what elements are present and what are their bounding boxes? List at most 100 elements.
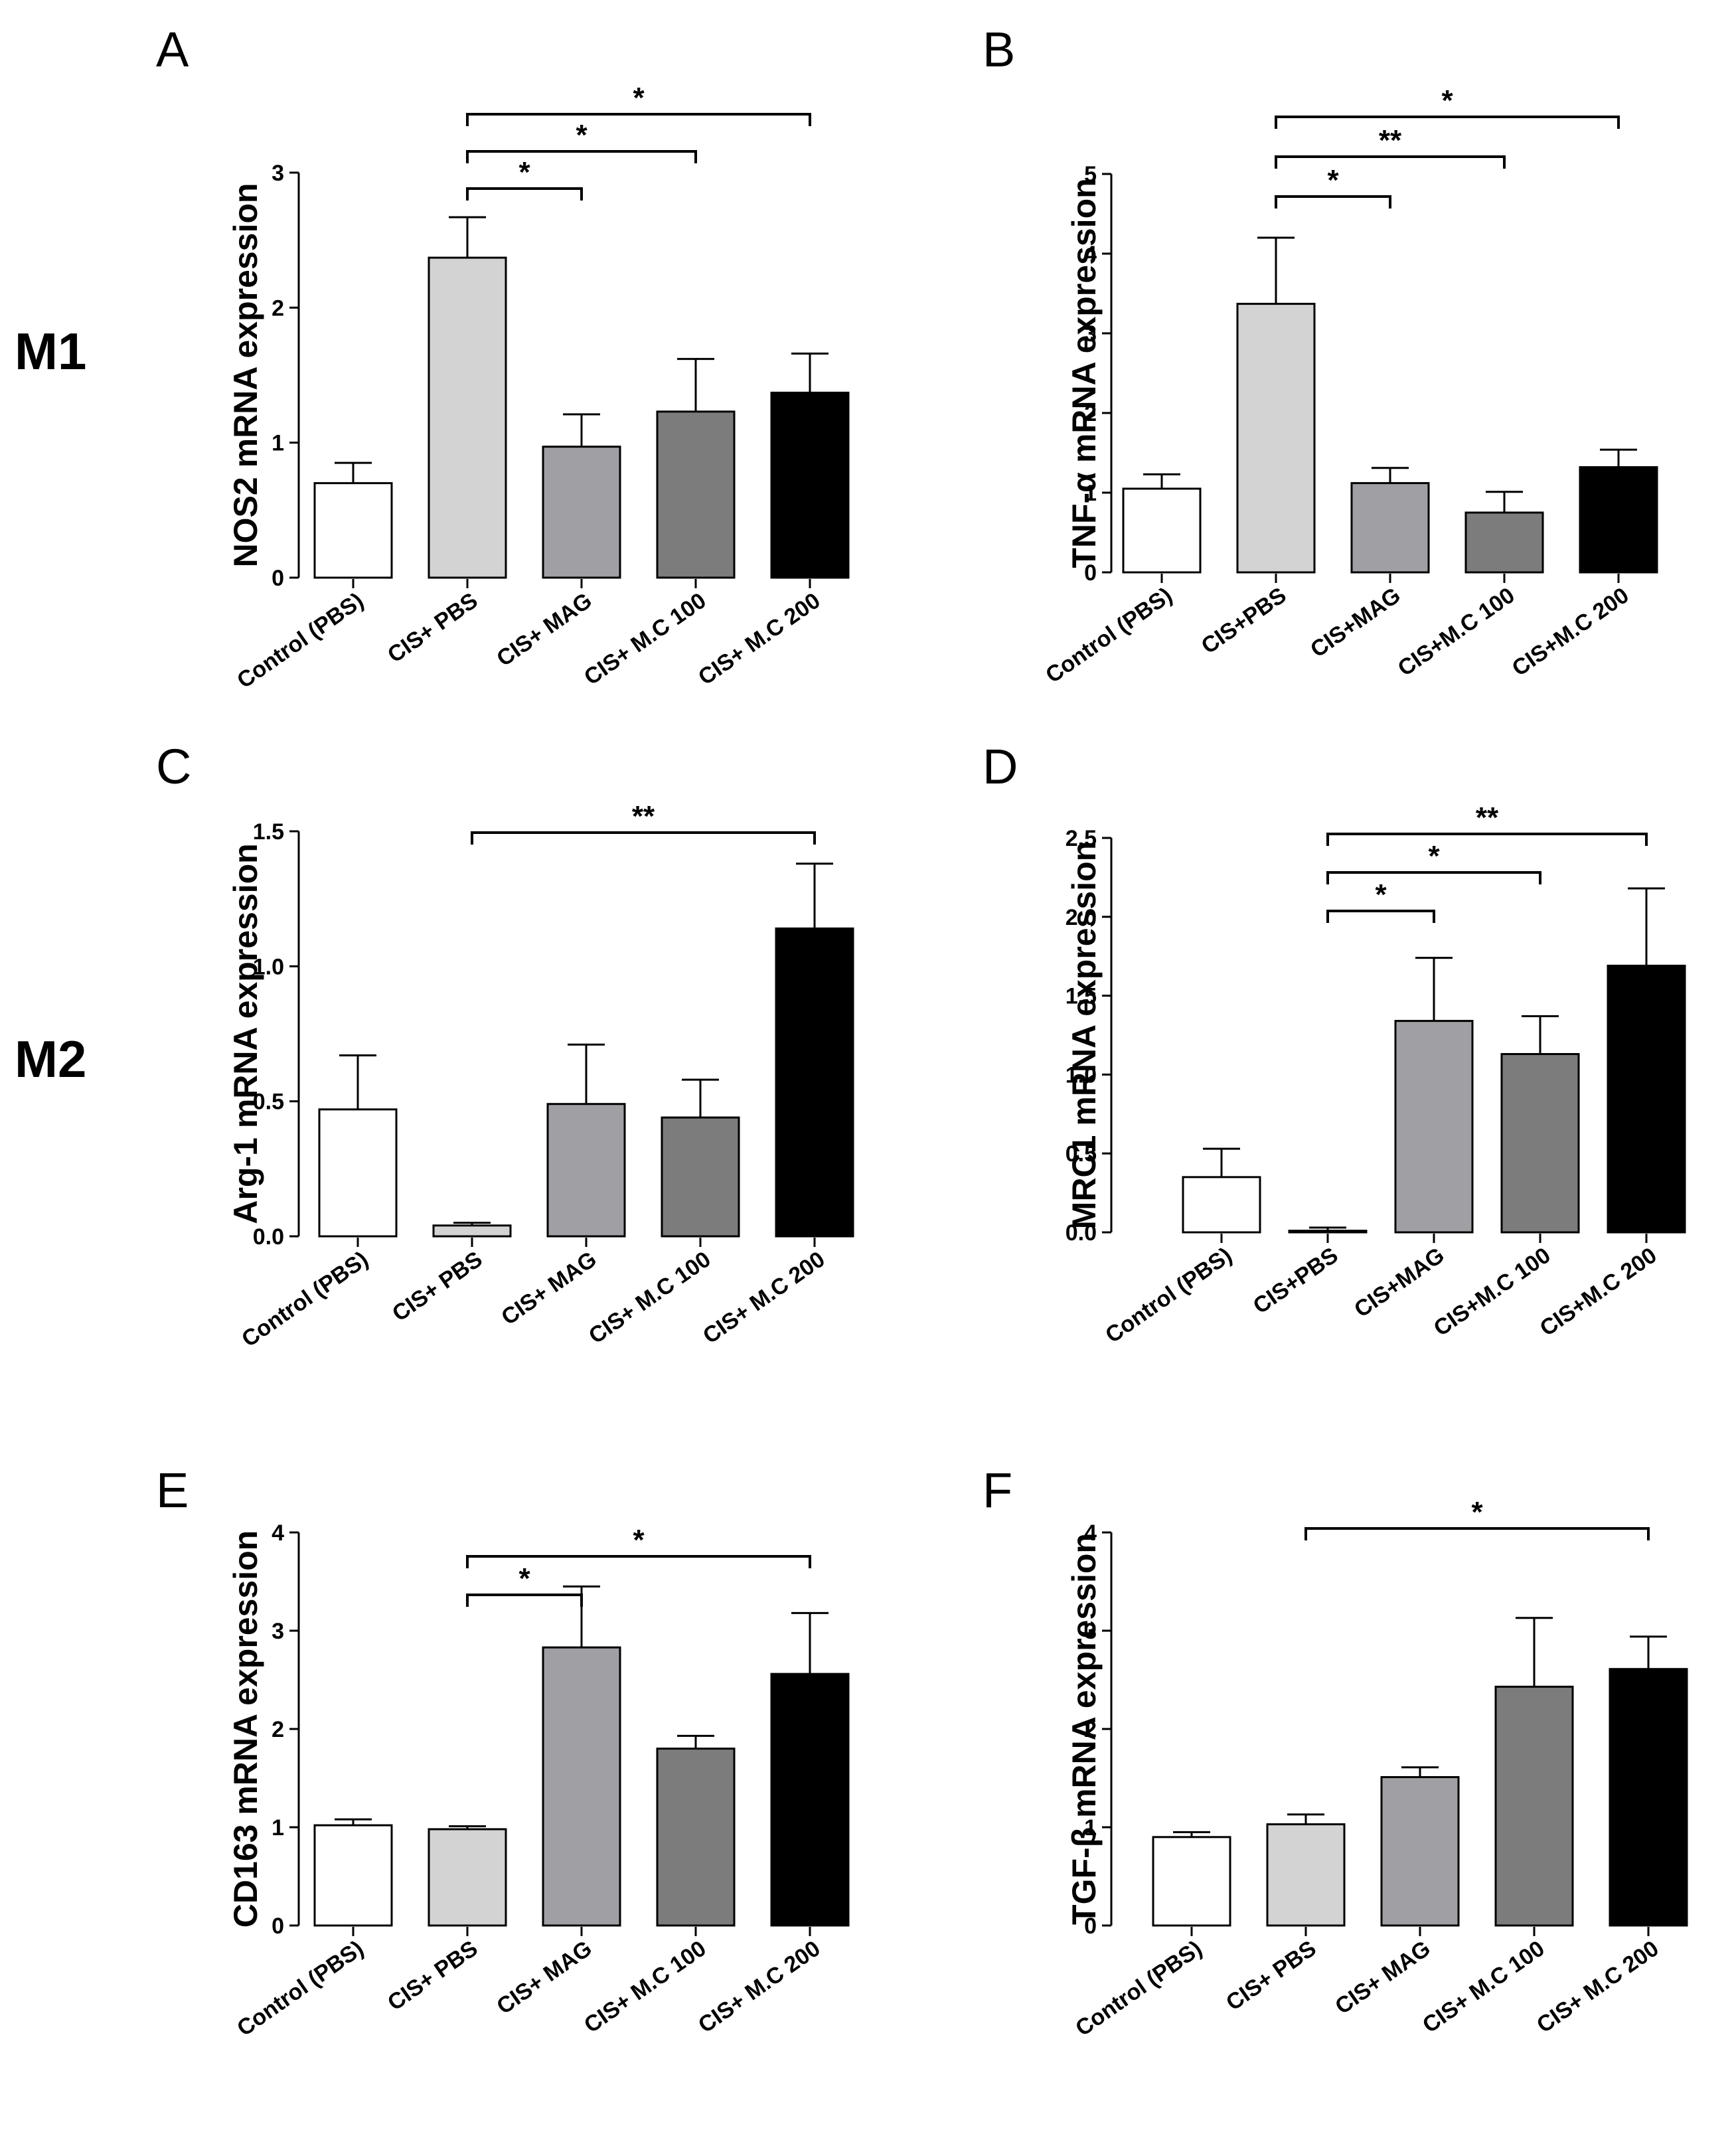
panel-letter-b: B [983,22,1015,77]
panel-letter-f: F [983,1463,1012,1518]
bar-b-4 [1579,466,1658,574]
bar-a-3 [656,410,736,579]
category-label-f-0: Control (PBS) [1071,1935,1206,2041]
chart-panel-e: E CD163 mRNA expression 0 1 2 3 4 Control (PBS)… [156,1463,850,2041]
y-tick-label-a-3: 3 [272,161,284,186]
y-tick-label-a-1: 1 [272,431,284,456]
y-axis-label-a: NOS2 mRNA expression [227,183,264,568]
category-label-a-2: CIS+ MAG [492,588,596,671]
y-tick-label-b-2: 2 [1084,401,1097,426]
significance-bracket-b-1 [1275,155,1506,169]
significance-bracket-b-2 [1275,116,1620,129]
significance-label-f-0: * [1471,1496,1483,1528]
category-label-d-1: CIS+PBS [1249,1242,1343,1319]
category-label-c-2: CIS+ MAG [497,1246,601,1330]
significance-bracket-f-0 [1304,1527,1650,1540]
y-tick-label-f-3: 3 [1084,1619,1097,1644]
chart-panel-a: A NOS2 mRNA expression 0 1 2 3 Control (PBS) CI… [156,22,850,693]
significance-bracket-a-2 [466,113,811,126]
significance-bracket-d-0 [1326,910,1435,923]
category-label-a-0: Control (PBS) [232,588,368,693]
bar-a-1 [428,256,507,579]
y-tick-label-c-2: 1.0 [253,954,284,979]
significance-label-a-2: * [633,82,645,114]
category-label-b-0: Control (PBS) [1041,582,1176,688]
bar-a-2 [542,446,621,579]
significance-label-a-0: * [518,156,530,189]
category-label-b-4: CIS+M.C 200 [1508,582,1634,681]
bar-d-1 [1288,1230,1368,1234]
y-tick-label-e-3: 3 [272,1619,284,1644]
y-tick-label-a-2: 2 [272,295,284,321]
y-tick-label-e-4: 4 [272,1520,284,1546]
significance-label-e-0: * [518,1562,530,1595]
category-label-d-4: CIS+M.C 200 [1536,1242,1662,1341]
y-tick-label-f-4: 4 [1084,1520,1097,1546]
y-tick-label-b-3: 3 [1084,321,1097,347]
y-tick-label-d-4: 2.0 [1065,905,1097,930]
y-tick-label-c-1: 0.5 [253,1090,284,1115]
significance-bracket-e-0 [466,1594,583,1607]
y-tick-label-f-1: 1 [1084,1815,1097,1841]
significance-bracket-a-1 [466,150,697,163]
category-label-c-1: CIS+ PBS [388,1246,487,1327]
bar-a-0 [313,482,393,579]
row-label-m2: M2 [15,1030,86,1088]
bar-e-4 [770,1673,850,1927]
y-tick-label-c-0: 0.0 [253,1224,284,1250]
significance-label-a-1: * [576,119,588,151]
category-label-d-0: Control (PBS) [1101,1242,1236,1348]
bar-d-4 [1607,964,1686,1234]
bar-f-1 [1266,1823,1346,1927]
panel-letter-e: E [156,1463,189,1518]
y-tick-label-e-2: 2 [272,1717,284,1742]
category-label-f-1: CIS+ PBS [1222,1935,1320,2016]
y-tick-label-d-2: 1.0 [1065,1062,1097,1088]
bar-b-0 [1122,487,1202,574]
category-label-c-0: Control (PBS) [237,1246,372,1352]
y-tick-label-e-0: 0 [272,1914,284,1939]
y-tick-label-e-1: 1 [272,1815,284,1841]
y-axis-label-d: MRC1 mRNA expression [1065,841,1103,1229]
category-label-b-3: CIS+M.C 100 [1393,582,1520,681]
panel-letter-c: C [156,739,191,794]
y-tick-label-f-0: 0 [1084,1914,1097,1939]
bar-f-2 [1380,1776,1460,1927]
category-label-b-2: CIS+MAG [1306,582,1405,663]
bar-e-2 [542,1646,621,1927]
significance-label-b-1: ** [1379,124,1402,157]
bar-a-4 [770,391,850,579]
category-label-a-3: CIS+ M.C 100 [580,588,710,690]
category-label-e-2: CIS+ MAG [492,1935,596,2019]
y-axis-label-f: TGF-β mRNA expression [1065,1533,1103,1925]
bar-b-3 [1464,511,1544,574]
significance-label-d-2: ** [1476,801,1499,834]
bar-f-0 [1152,1836,1231,1927]
y-tick-label-d-5: 2.5 [1065,826,1097,851]
bar-d-2 [1394,1020,1474,1234]
y-tick-label-b-4: 4 [1084,242,1097,267]
bar-c-2 [546,1103,626,1238]
bar-e-3 [656,1748,736,1927]
bar-c-4 [775,927,854,1238]
row-label-m1: M1 [15,322,86,380]
panel-letter-a: A [156,22,189,77]
category-label-c-4: CIS+ M.C 200 [698,1246,829,1349]
significance-label-d-0: * [1375,878,1387,911]
bar-d-0 [1182,1176,1261,1234]
y-tick-label-f-2: 2 [1084,1717,1097,1742]
significance-bracket-c-0 [471,831,816,845]
category-label-d-3: CIS+M.C 100 [1429,1242,1555,1341]
y-axis-label-e: CD163 mRNA expression [227,1530,264,1927]
bar-b-2 [1350,482,1430,574]
category-label-b-1: CIS+PBS [1197,582,1291,659]
significance-bracket-b-0 [1275,195,1391,208]
significance-bracket-e-1 [466,1555,811,1568]
category-label-e-1: CIS+ PBS [383,1935,482,2016]
y-tick-label-a-0: 0 [272,566,284,591]
category-label-a-4: CIS+ M.C 200 [694,588,825,690]
bar-e-0 [313,1824,393,1927]
